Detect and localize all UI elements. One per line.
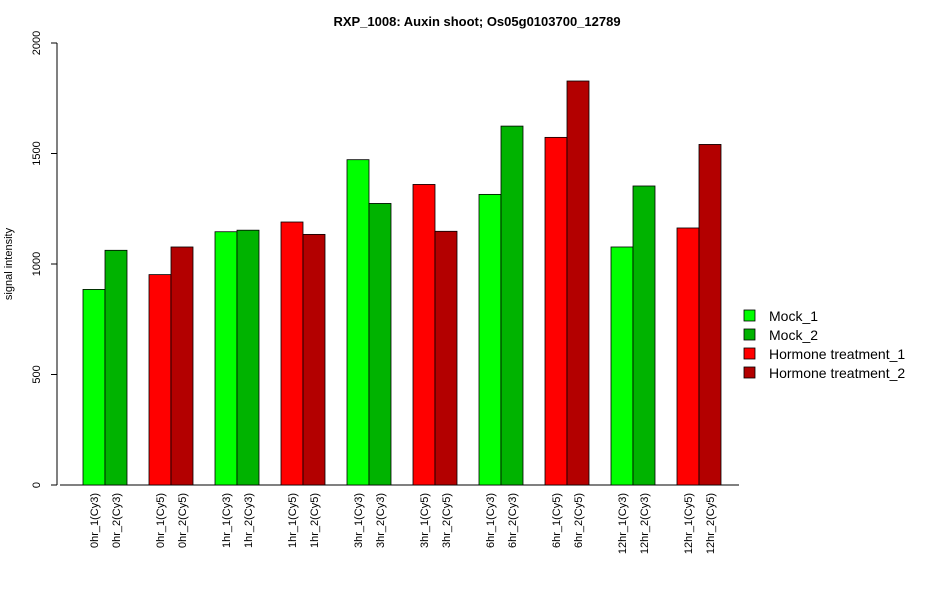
bar [676,227,700,486]
legend-swatch [743,347,756,360]
bar [544,136,568,486]
bar [434,230,458,486]
x-tick-label: 1hr_2(Cy3) [243,493,255,548]
y-tick-label: 1000 [31,252,43,276]
y-tick-label: 1500 [31,141,43,165]
x-tick-label: 3hr_1(Cy5) [419,493,431,548]
y-tick-label: 500 [31,365,43,383]
y-tick-label: 2000 [31,31,43,55]
bar [148,274,172,486]
legend: Mock_1 Mock_2 Hormone treatment_1 Hormone t… [743,308,905,381]
x-tick-label: 0hr_2(Cy5) [177,493,189,548]
bar [368,203,392,486]
bar [82,289,106,486]
bar [412,184,436,486]
y-axis-label: signal intensity [3,227,15,300]
bar [500,125,524,486]
x-tick-label: 1hr_2(Cy5) [309,493,321,548]
legend-label: Mock_2 [769,327,818,343]
x-tick-label: 0hr_2(Cy3) [111,493,123,548]
legend-swatch [743,366,756,379]
legend-swatch [743,328,756,341]
legend-label: Hormone treatment_1 [769,346,905,362]
legend-swatch [743,309,756,322]
x-tick-labels: 0hr_1(Cy3) 0hr_2(Cy3) 0hr_1(Cy5) 0hr_2(Cy5)… [89,493,717,554]
x-tick-label: 12hr_2(Cy3) [639,493,651,554]
bar [236,229,260,486]
bar [170,246,194,486]
bar [302,233,326,486]
x-tick-label: 1hr_1(Cy5) [287,493,299,548]
legend-label: Mock_1 [769,308,818,324]
x-tick-label: 6hr_2(Cy5) [573,493,585,548]
x-tick-label: 3hr_1(Cy3) [353,493,365,548]
y-axis: 0 500 1000 1500 2000 [31,31,58,488]
bar [698,144,722,486]
bar [214,231,238,486]
bar [104,249,128,486]
x-tick-label: 1hr_1(Cy3) [221,493,233,548]
y-tick-label: 0 [31,482,43,488]
x-tick-label: 12hr_1(Cy5) [683,493,695,554]
x-tick-label: 3hr_2(Cy3) [375,493,387,548]
bar [346,159,370,486]
x-tick-label: 3hr_2(Cy5) [441,493,453,548]
x-tick-label: 6hr_1(Cy5) [551,493,563,548]
bar [632,185,656,486]
x-tick-label: 6hr_1(Cy3) [485,493,497,548]
bar [610,246,634,486]
x-tick-label: 12hr_2(Cy5) [705,493,717,554]
chart-title: RXP_1008: Auxin shoot; Os05g0103700_1278… [333,14,620,29]
x-tick-label: 0hr_1(Cy3) [89,493,101,548]
x-tick-label: 12hr_1(Cy3) [617,493,629,554]
x-tick-label: 6hr_2(Cy3) [507,493,519,548]
bar [478,193,502,486]
x-tick-label: 0hr_1(Cy5) [155,493,167,548]
bar [566,80,590,486]
legend-label: Hormone treatment_2 [769,365,905,381]
bar [280,221,304,486]
bars-group [82,80,722,486]
